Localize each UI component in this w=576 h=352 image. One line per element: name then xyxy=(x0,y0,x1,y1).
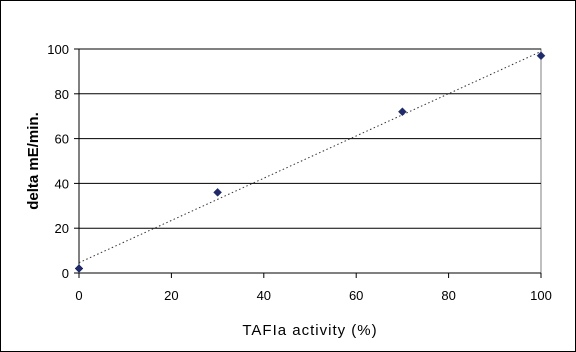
x-tick-label-0: 0 xyxy=(75,288,82,303)
x-tick-label-100: 100 xyxy=(530,288,552,303)
y-tick-label-80: 80 xyxy=(55,87,69,102)
data-point-0 xyxy=(74,264,84,273)
data-point-1 xyxy=(213,188,222,197)
y-tick-label-60: 60 xyxy=(55,132,69,147)
x-axis-title: TAFIa activity (%) xyxy=(242,322,377,339)
trendline-group xyxy=(78,50,542,264)
y-tick-labels: 0 20 40 60 80 100 xyxy=(47,42,69,281)
axes xyxy=(74,48,542,278)
x-tick-label-80: 80 xyxy=(441,288,455,303)
y-tick-label-100: 100 xyxy=(47,42,69,57)
data-point-3 xyxy=(536,51,546,61)
data-points xyxy=(74,51,546,273)
y-tick-label-0: 0 xyxy=(62,266,69,281)
y-tick-label-20: 20 xyxy=(55,221,69,236)
plot-area xyxy=(78,48,542,274)
x-tick-label-20: 20 xyxy=(164,288,178,303)
trendline xyxy=(78,50,542,264)
y-axis-title: delta mE/min. xyxy=(25,112,42,210)
data-point-2 xyxy=(398,107,407,117)
x-tick-label-40: 40 xyxy=(257,288,271,303)
x-tick-labels: 0 20 40 60 80 100 xyxy=(75,288,551,303)
x-tick-label-60: 60 xyxy=(349,288,363,303)
y-tick-label-40: 40 xyxy=(55,176,69,191)
gridlines xyxy=(79,48,541,229)
